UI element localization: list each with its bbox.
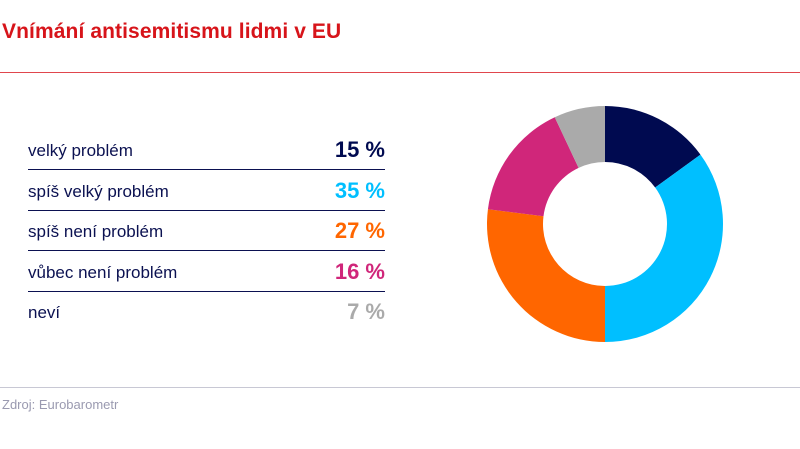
legend-row: spíš velký problém 35 % [28,170,385,211]
legend-row: vůbec není problém 16 % [28,251,385,292]
chart-title: Vnímání antisemitismu lidmi v EU [2,20,342,43]
data-label: 27 % [334,218,385,243]
legend-row: velký problém 15 % [28,129,385,170]
legend-label: velký problém [28,141,133,160]
legend-row: spíš není problém 27 % [28,210,385,251]
data-label: 35 % [334,177,385,203]
legend-row: neví 7 % [28,291,385,331]
donut-slice [554,106,605,168]
donut-slice [605,154,723,342]
legend-label: spíš není problém [28,222,164,241]
title-divider [0,72,800,73]
legend-label: vůbec není problém [28,262,178,282]
legend-label: neví [28,303,61,322]
donut-slice [487,117,579,217]
footer-divider [0,387,800,388]
data-label: 7 % [347,299,385,324]
legend-label: spíš velký problém [28,181,169,201]
data-label: 16 % [334,258,385,284]
donut-slice [487,209,605,342]
data-label: 15 % [334,137,385,162]
donut-slice [605,106,701,188]
source-note: Zdroj: Eurobarometr [2,397,119,412]
